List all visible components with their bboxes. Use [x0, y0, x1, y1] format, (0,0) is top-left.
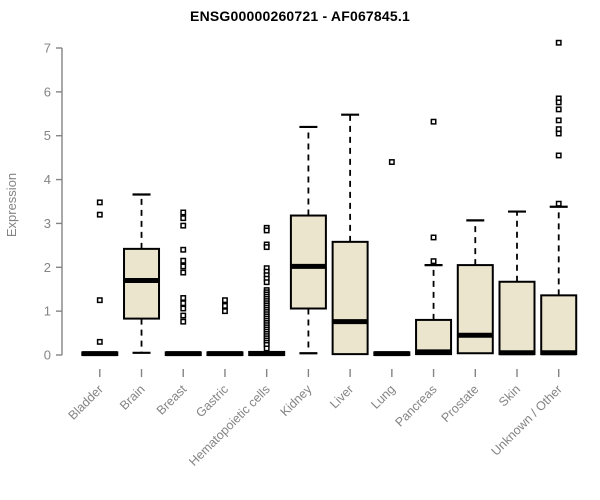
y-axis-label: Expression: [4, 173, 19, 237]
outlier-point: [263, 227, 270, 234]
x-tick-label: Breast: [154, 382, 190, 418]
x-tick-label: Prostate: [439, 382, 482, 425]
outlier-point: [180, 318, 187, 325]
x-tick-label: Hematopoietic cells: [186, 382, 273, 469]
box-kidney: [289, 125, 327, 355]
outlier-point: [263, 244, 270, 251]
outlier-point: [180, 269, 187, 276]
chart-title: ENSG00000260721 - AF067845.1: [190, 8, 410, 24]
x-tick-label: Brain: [117, 382, 148, 413]
box-skin: [498, 210, 536, 356]
outlier-point: [388, 159, 395, 165]
y-tick-label: 7: [44, 41, 51, 56]
box-liver: [331, 113, 369, 356]
x-tick-label: Skin: [496, 382, 523, 409]
outlier-point: [222, 302, 228, 309]
outlier-point: [263, 279, 270, 286]
iqr-box: [498, 280, 536, 356]
y-tick-label: 0: [44, 348, 51, 363]
outlier-point: [555, 200, 562, 207]
x-tick-label: Liver: [327, 382, 356, 411]
box-breast: [164, 209, 202, 357]
box-hematopoietic-cells: [248, 224, 286, 357]
y-tick-label: 6: [44, 84, 51, 99]
outlier-point: [222, 308, 228, 315]
outlier-point: [96, 297, 103, 304]
outlier-point: [96, 199, 103, 206]
outlier-point: [555, 39, 562, 46]
outlier-point: [180, 305, 187, 312]
outlier-point: [263, 345, 270, 352]
outlier-point: [180, 246, 187, 253]
y-tick-label: 3: [44, 216, 51, 231]
iqr-box: [456, 264, 494, 355]
x-tick-label: Gastric: [193, 382, 231, 420]
y-tick-label: 5: [44, 128, 51, 143]
y-tick-labels: 0 1 2 3 4 5 6 7: [44, 41, 51, 363]
box-pancreas: [415, 118, 453, 356]
box-unknown-other: [540, 39, 578, 356]
box-bladder: [81, 199, 119, 357]
outlier-point: [180, 215, 187, 222]
outlier-point: [180, 312, 187, 319]
iqr-box: [540, 294, 578, 356]
outlier-point: [180, 300, 187, 307]
outlier-point: [430, 258, 437, 265]
x-tick-label: Bladder: [66, 382, 106, 422]
outlier-point: [180, 295, 187, 301]
y-tick-label: 1: [44, 304, 51, 319]
outlier-point: [222, 297, 228, 304]
iqr-box: [289, 214, 327, 310]
iqr-box: [123, 247, 161, 320]
outlier-point: [96, 211, 103, 218]
y-axis: [56, 47, 63, 356]
iqr-box: [331, 240, 369, 356]
outlier-point: [96, 338, 103, 345]
outlier-point: [430, 234, 437, 241]
box-brain: [123, 193, 161, 354]
outlier-point: [555, 117, 562, 124]
outlier-point: [180, 222, 187, 229]
box-prostate: [456, 219, 494, 355]
outlier-point: [180, 257, 187, 264]
box-lung: [373, 159, 411, 357]
outlier-point: [180, 209, 187, 216]
outlier-point: [430, 118, 437, 125]
y-tick-label: 4: [44, 172, 51, 187]
outlier-point: [555, 99, 562, 106]
iqr-box: [415, 318, 453, 356]
x-tick-label: Unknown / Other: [489, 382, 565, 458]
outlier-point: [555, 106, 562, 113]
outlier-point: [180, 263, 187, 270]
outlier-point: [555, 130, 562, 137]
x-tick-label: Kidney: [278, 382, 315, 419]
x-tick-label: Pancreas: [392, 382, 439, 429]
y-tick-label: 2: [44, 260, 51, 275]
box-gastric: [206, 297, 244, 357]
outlier-point: [555, 152, 562, 159]
x-tick-label: Lung: [368, 382, 398, 412]
